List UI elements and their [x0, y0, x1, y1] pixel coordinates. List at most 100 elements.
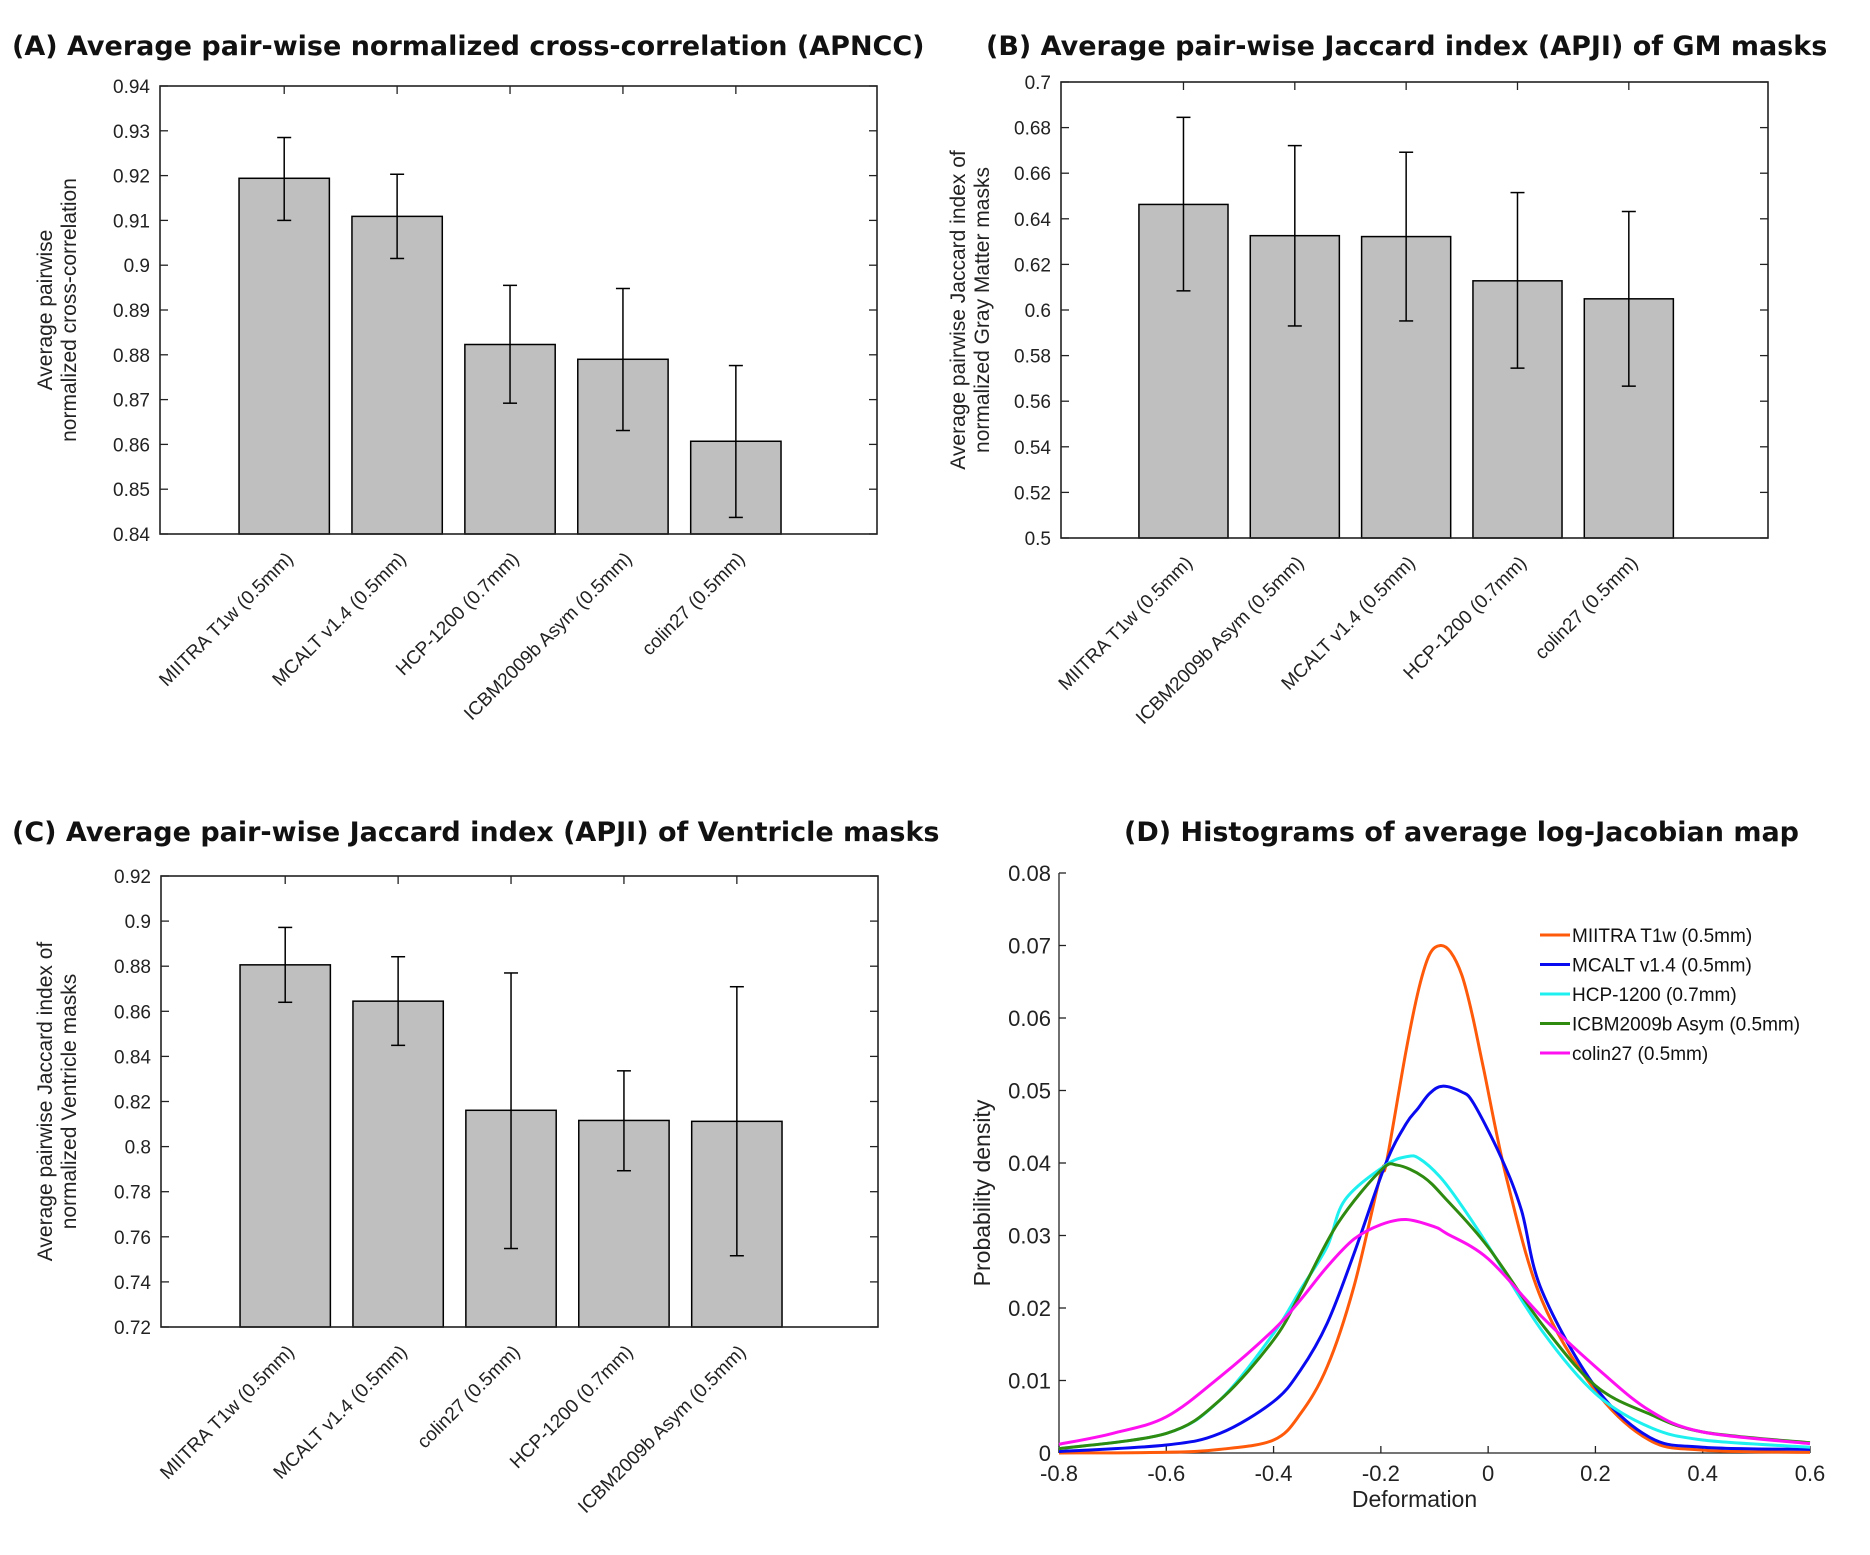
panel-d-log-jacobian-histogram: (D) Histograms of average log-Jacobian m… [969, 817, 1825, 1512]
y-tick-label: 0.82 [114, 1093, 151, 1114]
error-bar-1 [278, 926, 293, 1004]
y-tick-label: 0.84 [113, 525, 150, 546]
y-tick-label: 0.08 [1008, 861, 1051, 886]
series-line-2 [1058, 1084, 1811, 1453]
error-bar-4 [616, 1070, 631, 1172]
error-bar-2 [391, 955, 406, 1047]
y-tick-label: 0.88 [114, 957, 151, 978]
y-axis-label-line-2: normalized cross-correlation [58, 178, 81, 442]
y-tick-label: 0.89 [113, 301, 150, 322]
panel-d-title: (D) Histograms of average log-Jacobian m… [1124, 817, 1799, 848]
panel-a-plot-area: 0.84 0.85 0.86 0.87 0.88 0.89 0.9 0.91 0.92 0.93 0… [34, 77, 878, 725]
bar-1 [239, 964, 332, 1328]
y-tick-label: 0.86 [113, 435, 150, 456]
legend-item: colin27 (0.5mm) [1540, 1044, 1708, 1065]
y-tick-label: 0.07 [1008, 934, 1051, 959]
y-tick-label: 0.94 [113, 77, 150, 98]
y-tick-label: 0.87 [113, 391, 150, 412]
x-category-label: HCP-1200 (0.7mm) [1400, 553, 1531, 684]
panel-c-plot-area: 0.72 0.74 0.76 0.78 0.8 0.82 0.84 0.86 0.88 0.9 0.… [34, 867, 879, 1518]
legend-item: MCALT v1.4 (0.5mm) [1540, 956, 1752, 977]
panel-c-title: (C) Average pair-wise Jaccard index (APJ… [12, 817, 940, 848]
y-tick-label: 0.9 [124, 256, 150, 277]
error-bar-4 [615, 287, 630, 432]
bar-2 [351, 215, 444, 535]
legend-label: colin27 (0.5mm) [1572, 1044, 1708, 1065]
x-tick-label: -0.8 [1040, 1461, 1078, 1486]
y-axis-label-line-2: normalized Gray Matter masks [971, 167, 994, 453]
y-axis-label-line-2: normalized Ventricle masks [58, 974, 81, 1230]
x-category-label: HCP-1200 (0.7mm) [392, 549, 523, 680]
error-bar-1 [277, 136, 292, 222]
y-tick-label: 0.8 [125, 1138, 151, 1159]
y-tick-label: 0.68 [1014, 119, 1051, 140]
legend-label: MCALT v1.4 (0.5mm) [1572, 956, 1752, 977]
error-bar-2 [1287, 144, 1302, 327]
y-tick-label: 0.06 [1008, 1006, 1051, 1031]
y-tick-label: 0.6 [1025, 301, 1051, 322]
y-tick-label: 0.02 [1008, 1296, 1051, 1321]
x-tick-label: 0 [1482, 1461, 1494, 1486]
legend-label: HCP-1200 (0.7mm) [1572, 985, 1737, 1006]
y-tick-label: 0.04 [1008, 1151, 1051, 1176]
series-line-5 [1058, 1217, 1811, 1446]
y-tick-label: 0.01 [1008, 1369, 1051, 1394]
error-bar-4 [1510, 191, 1525, 369]
bar-2 [352, 1000, 445, 1328]
panel-b-title: (B) Average pair-wise Jaccard index (APJ… [986, 31, 1827, 62]
error-bar-5 [729, 985, 744, 1257]
y-tick-label: 0.86 [114, 1002, 151, 1023]
y-axis-label-line-1: Average pairwise Jaccard index of [947, 150, 970, 470]
panel-b-plot-area: 0.5 0.52 0.54 0.56 0.58 0.6 0.62 0.64 0.66 0.68 0.… [947, 73, 1769, 729]
x-tick-label: -0.6 [1147, 1461, 1185, 1486]
y-tick-label: 0.56 [1014, 392, 1051, 413]
error-bar-3 [503, 284, 518, 404]
series-line-1 [1058, 943, 1811, 1455]
y-axis-label-line-1: Average pairwise Jaccard index of [34, 942, 57, 1262]
y-tick-label: 0.85 [113, 480, 150, 501]
y-tick-label: 0.9 [125, 912, 151, 933]
y-tick-label: 0.62 [1014, 255, 1051, 276]
y-tick-label: 0.58 [1014, 347, 1051, 368]
panel-b-apji-gm-bar-chart: (B) Average pair-wise Jaccard index (APJ… [947, 31, 1827, 729]
x-tick-label: -0.2 [1362, 1461, 1400, 1486]
error-bar-2 [390, 173, 405, 260]
series-line-4 [1058, 1162, 1811, 1451]
panel-c-apji-ventricle-bar-chart: (C) Average pair-wise Jaccard index (APJ… [12, 817, 940, 1518]
x-category-label: HCP-1200 (0.7mm) [506, 1342, 637, 1473]
bar-1 [238, 177, 331, 535]
x-tick-label: 0.6 [1795, 1461, 1826, 1486]
y-tick-label: 0.05 [1008, 1079, 1051, 1104]
x-tick-label: 0.2 [1580, 1461, 1611, 1486]
legend-item: ICBM2009b Asym (0.5mm) [1540, 1015, 1800, 1036]
x-tick-label: -0.4 [1255, 1461, 1293, 1486]
x-category-label: colin27 (0.5mm) [1531, 553, 1642, 664]
panel-d-plot-area: 0 0.01 0.02 0.03 0.04 0.05 0.06 0.07 0.08 -0.8 -0.… [969, 861, 1825, 1512]
error-bar-5 [728, 364, 743, 519]
y-axis-label-line-1: Average pairwise [34, 230, 57, 391]
y-tick-label: 0.64 [1014, 210, 1051, 231]
legend: MIITRA T1w (0.5mm) MCALT v1.4 (0.5mm) HCP-… [1540, 926, 1800, 1065]
y-tick-label: 0.54 [1014, 438, 1051, 459]
error-bar-1 [1176, 116, 1191, 292]
y-tick-label: 0.91 [113, 211, 150, 232]
y-tick-label: 0.92 [114, 867, 151, 888]
legend-label: ICBM2009b Asym (0.5mm) [1572, 1015, 1800, 1036]
panel-a-apncc-bar-chart: (A) Average pair-wise normalized cross-c… [12, 31, 925, 725]
y-tick-label: 0.78 [114, 1183, 151, 1204]
y-tick-label: 0.88 [113, 346, 150, 367]
y-axis-label: Probability density [969, 1099, 995, 1286]
legend-item: MIITRA T1w (0.5mm) [1540, 926, 1752, 947]
x-category-label: colin27 (0.5mm) [638, 549, 749, 660]
x-tick-label: 0.4 [1687, 1461, 1718, 1486]
y-tick-label: 0.74 [114, 1273, 151, 1294]
y-tick-label: 0.03 [1008, 1224, 1051, 1249]
y-tick-label: 0.76 [114, 1228, 151, 1249]
legend-label: MIITRA T1w (0.5mm) [1572, 926, 1752, 947]
y-tick-label: 0.72 [114, 1318, 151, 1339]
x-category-label: colin27 (0.5mm) [413, 1342, 524, 1453]
y-tick-label: 0.93 [113, 122, 150, 143]
legend-item: HCP-1200 (0.7mm) [1540, 985, 1737, 1006]
y-tick-label: 0.52 [1014, 483, 1051, 504]
